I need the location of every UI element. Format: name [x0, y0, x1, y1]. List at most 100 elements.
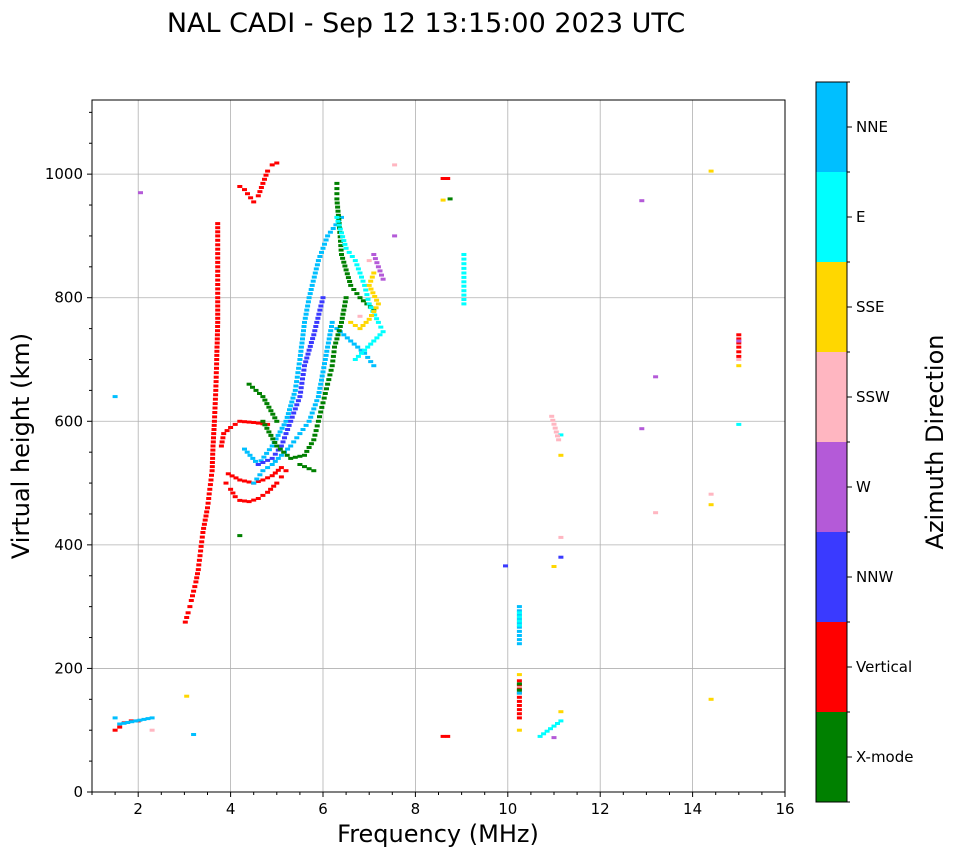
echo-mark — [349, 255, 355, 258]
echo-mark — [308, 442, 314, 446]
echo-mark — [373, 306, 379, 310]
echo-mark — [365, 345, 371, 349]
echo-mark — [204, 510, 210, 514]
echo-mark — [316, 391, 322, 394]
colorbar-swatch — [816, 262, 847, 352]
echo-mark — [215, 222, 221, 226]
echo-mark — [137, 718, 143, 722]
echo-mark — [129, 720, 135, 724]
echo-mark — [541, 732, 547, 736]
echo-mark — [309, 411, 315, 415]
echo-mark — [213, 393, 219, 397]
echo-mark — [354, 263, 360, 267]
echo-mark — [335, 333, 341, 337]
echo-mark — [242, 499, 247, 503]
echo-mark — [330, 354, 336, 358]
echo-mark — [269, 163, 275, 167]
echo-mark — [334, 192, 340, 196]
chart-title: NAL CADI - Sep 12 13:15:00 2023 UTC — [167, 8, 685, 39]
echo-mark — [246, 480, 252, 484]
echo-mark — [300, 377, 305, 381]
echo-mark — [184, 616, 190, 619]
echo-mark — [247, 453, 253, 457]
echo-mark — [516, 673, 522, 677]
echo-mark — [203, 514, 209, 518]
echo-mark — [275, 433, 281, 437]
echo-mark — [736, 354, 742, 358]
echo-mark — [380, 330, 386, 334]
echo-mark — [322, 362, 327, 366]
echo-mark — [265, 422, 271, 426]
echo-mark — [246, 420, 252, 424]
echo-mark — [440, 734, 446, 738]
echo-mark — [202, 518, 208, 522]
echo-mark — [281, 423, 287, 427]
echo-mark — [269, 444, 275, 448]
x-tick-label: 12 — [591, 800, 610, 818]
echo-mark — [461, 271, 467, 275]
echo-mark — [320, 246, 326, 250]
echo-mark — [303, 312, 309, 316]
echo-mark — [212, 415, 218, 419]
echo-mark — [209, 461, 215, 464]
echo-mark — [211, 428, 217, 431]
echo-mark — [368, 306, 374, 310]
echo-mark — [558, 555, 564, 559]
echo-mark — [708, 492, 714, 496]
echo-mark — [365, 297, 371, 301]
echo-mark — [516, 621, 522, 625]
echo-mark — [191, 733, 197, 736]
echo-mark — [206, 497, 212, 500]
echo-mark — [305, 352, 311, 356]
echo-mark — [294, 375, 300, 379]
echo-mark — [215, 252, 221, 256]
echo-mark — [288, 404, 294, 408]
echo-mark — [368, 287, 374, 291]
echo-mark — [551, 422, 557, 426]
echo-mark — [337, 325, 343, 328]
echo-mark — [251, 498, 257, 502]
echo-mark — [254, 477, 260, 481]
echo-mark — [182, 620, 188, 624]
echo-mark — [365, 355, 371, 359]
echo-mark — [344, 336, 350, 340]
echo-mark — [339, 231, 344, 235]
echo-mark — [516, 704, 522, 707]
echo-mark — [298, 345, 304, 349]
echo-mark — [358, 348, 364, 352]
echo-mark — [558, 433, 564, 437]
echo-mark — [359, 351, 364, 355]
echo-mark — [370, 291, 376, 295]
echo-mark — [218, 444, 224, 448]
echo-mark — [213, 388, 219, 392]
echo-mark — [327, 333, 333, 337]
echo-mark — [317, 255, 323, 258]
y-axis-label: Virtual height (km) — [7, 333, 35, 559]
echo-mark — [229, 474, 235, 478]
echo-mark — [552, 426, 558, 430]
echo-mark — [212, 411, 218, 414]
echo-mark — [215, 304, 221, 308]
echo-mark — [253, 459, 258, 463]
echo-mark — [212, 406, 218, 410]
echo-mark — [246, 382, 252, 386]
echo-mark — [330, 227, 336, 230]
echo-mark — [210, 444, 216, 448]
echo-mark — [215, 243, 221, 247]
echo-mark — [334, 327, 340, 331]
echo-mark — [516, 695, 522, 699]
echo-mark — [237, 498, 243, 502]
echo-mark — [653, 511, 659, 515]
echo-mark — [348, 339, 354, 343]
echo-mark — [232, 495, 238, 499]
echo-mark — [292, 455, 298, 459]
echo-mark — [343, 246, 349, 250]
echo-mark — [215, 230, 221, 234]
echo-mark — [347, 280, 353, 283]
echo-mark — [371, 364, 377, 368]
echo-mark — [369, 314, 374, 317]
echo-mark — [553, 430, 559, 434]
colorbar-swatch — [816, 532, 847, 622]
echo-mark — [639, 199, 645, 203]
echo-mark — [295, 371, 301, 375]
